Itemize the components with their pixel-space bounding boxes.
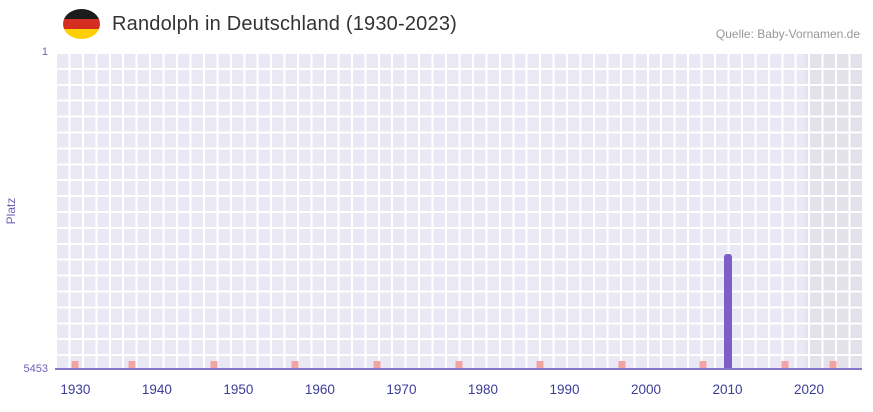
source-credit: Quelle: Baby-Vornamen.de xyxy=(715,27,860,41)
plot-area xyxy=(55,52,862,370)
no-data-marker-2017 xyxy=(781,361,789,368)
y-tick-top: 1 xyxy=(41,46,48,58)
x-tick-1930: 1930 xyxy=(60,382,91,397)
x-tick-2000: 2000 xyxy=(630,382,662,397)
flag-stripe-black xyxy=(63,9,100,19)
x-tick-2020: 2020 xyxy=(793,382,825,397)
no-data-marker-1957 xyxy=(291,361,299,368)
bars-layer xyxy=(55,52,862,370)
x-axis-line xyxy=(55,368,862,370)
no-data-marker-1930 xyxy=(71,361,79,368)
x-tick-1980: 1980 xyxy=(467,382,498,397)
flag-stripe-red xyxy=(63,19,100,29)
german-flag-icon xyxy=(63,9,100,39)
x-axis-ticks: 1930 1940 1950 1960 1970 1980 1990 2000 2010 2020 xyxy=(55,376,862,402)
flag-stripe-gold xyxy=(63,29,100,39)
x-tick-1970: 1970 xyxy=(386,382,417,397)
no-data-marker-1997 xyxy=(618,361,626,368)
x-tick-1950: 1950 xyxy=(223,382,254,397)
rank-bar-2010 xyxy=(723,254,732,368)
no-data-marker-1947 xyxy=(210,361,218,368)
no-data-marker-1987 xyxy=(536,361,544,368)
x-tick-1990: 1990 xyxy=(549,382,580,397)
x-tick-1940: 1940 xyxy=(141,382,172,397)
x-tick-2010: 2010 xyxy=(712,382,743,397)
page-title: Randolph in Deutschland (1930-2023) xyxy=(112,13,458,35)
no-data-marker-2007 xyxy=(699,361,707,368)
no-data-marker-1967 xyxy=(373,361,381,368)
y-tick-bottom: 5453 xyxy=(23,363,48,375)
no-data-marker-2023 xyxy=(829,361,837,368)
x-tick-1960: 1960 xyxy=(304,382,335,397)
no-data-marker-1977 xyxy=(455,361,462,368)
y-axis-title: Platz xyxy=(4,197,18,225)
no-data-marker-1937 xyxy=(128,361,136,368)
